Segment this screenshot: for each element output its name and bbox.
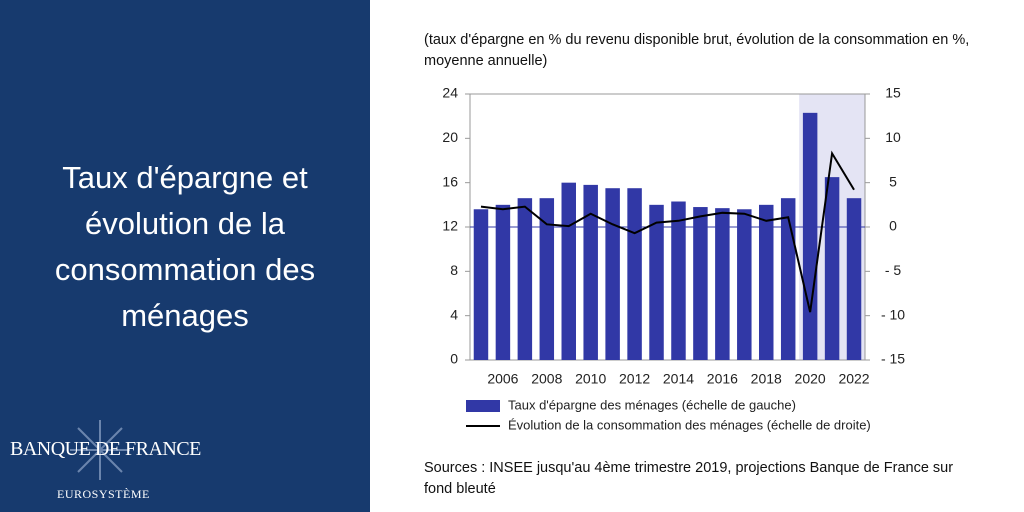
note: Sources : INSEE jusqu'au 4ème trimestre … (424, 460, 954, 497)
bar (561, 182, 576, 360)
legend-swatch (466, 400, 500, 412)
bar (759, 204, 774, 360)
bar (605, 188, 620, 360)
x-tick-label: 2014 (663, 371, 694, 387)
bar (627, 188, 642, 360)
brand: BANQUE DE FRANCE (10, 438, 201, 460)
chart: 0 4 8 12 16 20 24 - 15 - 10 - 5 0 5 10 15 2006 2008 2010… (442, 85, 905, 433)
y2-tick-label: - 10 (881, 306, 905, 322)
bar (802, 112, 818, 360)
line (480, 150, 855, 313)
bar (671, 201, 686, 360)
side-panel: Taux d'épargne et évolution de la consom… (0, 0, 370, 512)
bar (780, 198, 796, 360)
y-tick-label: 8 (450, 262, 458, 278)
y2-tick-label: - 15 (881, 351, 905, 367)
legend-label: Taux d'épargne des ménages (échelle de g… (508, 397, 796, 412)
y2-tick-label: 5 (889, 173, 897, 189)
legend-label: Évolution de la consommation des ménages… (508, 417, 871, 432)
y2-tick-label: - 5 (885, 262, 902, 278)
y2-tick-label: 15 (885, 85, 901, 101)
y-tick-label: 12 (442, 218, 458, 234)
bar (495, 204, 511, 360)
bar (649, 204, 664, 360)
subtitle: (taux d'épargne en % du revenu disponibl… (424, 32, 970, 69)
bar (473, 209, 489, 360)
x-tick-label: 2020 (795, 371, 826, 387)
y-tick-label: 20 (442, 129, 458, 145)
y-tick-label: 0 (450, 351, 458, 367)
bar (583, 184, 598, 360)
x-tick-label: 2008 (531, 371, 562, 387)
bar (693, 207, 708, 360)
bar (517, 198, 533, 360)
panel-title: Taux d'épargne et évolution de la consom… (54, 160, 316, 333)
x-tick-label: 2012 (619, 371, 650, 387)
x-tick-label: 2018 (751, 371, 782, 387)
y2-tick-label: 10 (885, 129, 901, 145)
x-tick-label: 2010 (575, 371, 606, 387)
y-tick-label: 24 (442, 85, 458, 101)
bar (715, 208, 730, 360)
bar (846, 198, 862, 360)
brand-sub: EUROSYSTÈME (57, 487, 150, 501)
logo-star (70, 420, 130, 480)
bar (824, 177, 840, 360)
bar (539, 198, 555, 360)
y-tick-label: 16 (442, 173, 458, 189)
y-tick-label: 4 (450, 306, 458, 322)
x-tick-label: 2006 (487, 371, 518, 387)
y2-tick-label: 0 (889, 218, 897, 234)
x-tick-label: 2016 (707, 371, 738, 387)
x-tick-label: 2022 (838, 371, 869, 387)
bar (737, 209, 752, 360)
